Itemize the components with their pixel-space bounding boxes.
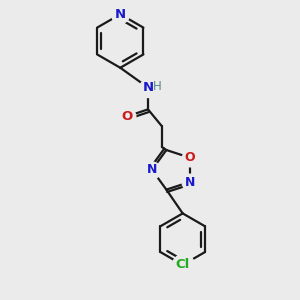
Text: N: N <box>147 163 157 176</box>
Text: H: H <box>153 80 161 93</box>
Text: N: N <box>115 8 126 21</box>
Text: O: O <box>122 110 133 123</box>
Text: N: N <box>184 176 195 188</box>
Text: O: O <box>184 151 195 164</box>
Text: N: N <box>142 81 154 94</box>
Text: Cl: Cl <box>176 258 190 272</box>
